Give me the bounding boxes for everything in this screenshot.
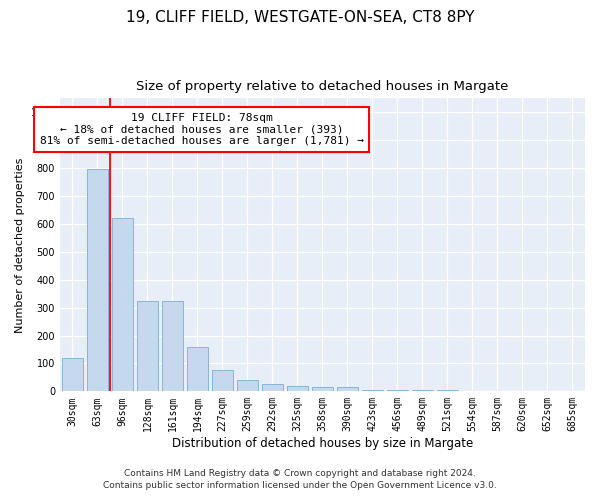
- Bar: [187, 346, 208, 392]
- Text: 19 CLIFF FIELD: 78sqm
← 18% of detached houses are smaller (393)
81% of semi-det: 19 CLIFF FIELD: 78sqm ← 18% of detached …: [40, 113, 364, 146]
- Bar: [412, 390, 433, 392]
- Bar: [362, 390, 383, 392]
- Bar: [437, 390, 458, 392]
- Bar: [112, 218, 133, 392]
- Title: Size of property relative to detached houses in Margate: Size of property relative to detached ho…: [136, 80, 509, 93]
- Y-axis label: Number of detached properties: Number of detached properties: [15, 157, 25, 332]
- Bar: [312, 388, 333, 392]
- X-axis label: Distribution of detached houses by size in Margate: Distribution of detached houses by size …: [172, 437, 473, 450]
- Bar: [212, 370, 233, 392]
- Bar: [387, 390, 408, 392]
- Bar: [462, 391, 483, 392]
- Bar: [262, 384, 283, 392]
- Text: 19, CLIFF FIELD, WESTGATE-ON-SEA, CT8 8PY: 19, CLIFF FIELD, WESTGATE-ON-SEA, CT8 8P…: [126, 10, 474, 25]
- Bar: [137, 300, 158, 392]
- Bar: [337, 388, 358, 392]
- Bar: [62, 358, 83, 392]
- Bar: [162, 300, 183, 392]
- Bar: [287, 386, 308, 392]
- Bar: [87, 170, 108, 392]
- Text: Contains HM Land Registry data © Crown copyright and database right 2024.
Contai: Contains HM Land Registry data © Crown c…: [103, 468, 497, 490]
- Bar: [237, 380, 258, 392]
